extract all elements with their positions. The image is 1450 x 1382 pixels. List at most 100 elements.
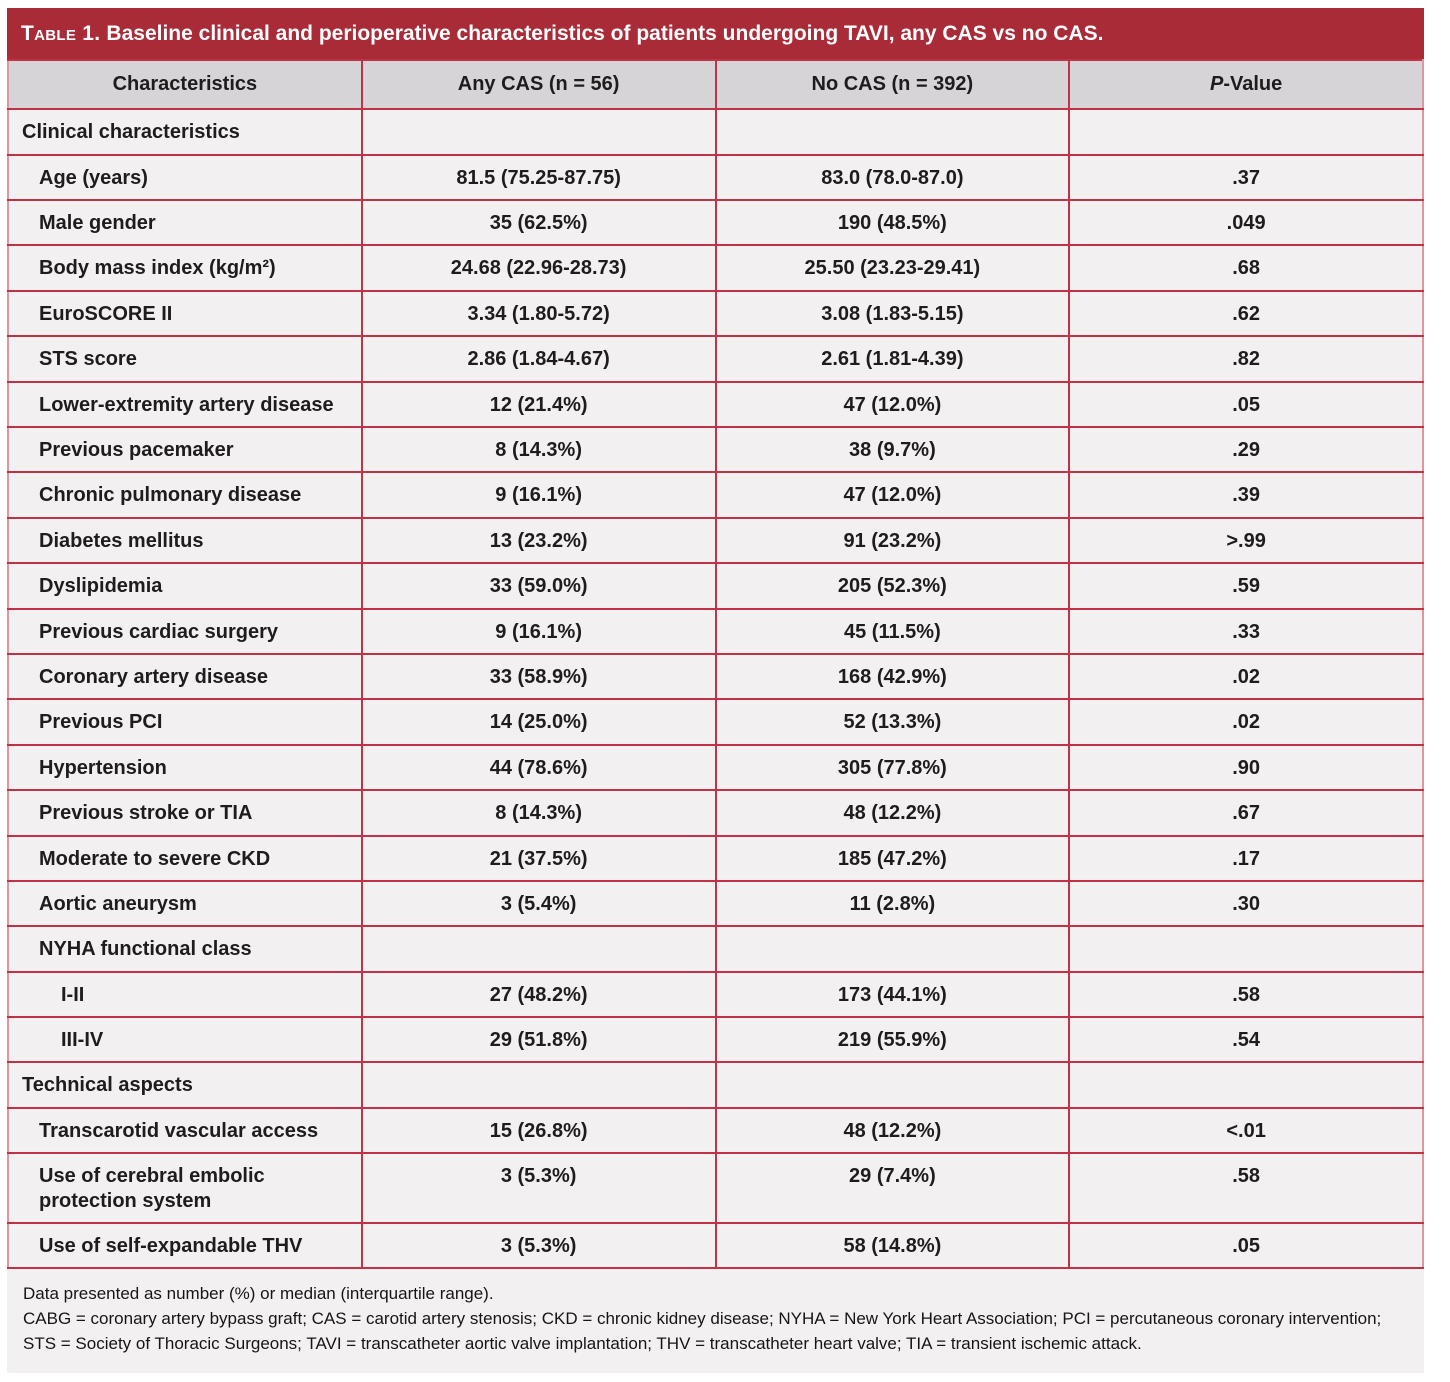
table-row: Body mass index (kg/m²) 24.68 (22.96-28.… [7,244,1424,292]
table-row: III-IV 29 (51.8%) 219 (55.9%) .54 [7,1016,1424,1064]
any-cas-value: 3 (5.4%) [360,879,717,928]
p-value: .02 [1068,698,1424,746]
row-label: Chronic pulmonary disease [7,471,363,519]
table-title-text: Baseline clinical and perioperative char… [106,22,1104,45]
table-row: Use of cerebral embolic protection syste… [7,1152,1424,1225]
no-cas-value: 185 (47.2%) [714,834,1071,882]
table-title-bar: Table 1. Baseline clinical and perioperat… [7,8,1424,60]
no-cas-value: 173 (44.1%) [714,970,1071,1019]
table-row: Lower-extremity artery disease 12 (21.4%… [7,380,1424,428]
no-cas-value: 305 (77.8%) [714,743,1071,792]
table-header: Characteristics Any CAS (n = 56) No CAS … [7,59,1424,111]
any-cas-value [360,1061,717,1109]
no-cas-value: 52 (13.3%) [714,698,1071,746]
p-value: .37 [1068,153,1424,202]
row-label: STS score [7,335,363,383]
row-label: Transcarotid vascular access [7,1106,363,1155]
row-label: Body mass index (kg/m²) [7,244,363,292]
no-cas-value: 47 (12.0%) [714,380,1071,428]
no-cas-value [714,108,1071,156]
no-cas-value: 83.0 (78.0-87.0) [714,153,1071,202]
footnote-abbreviations: CABG = coronary artery bypass graft; CAS… [23,1309,1382,1354]
p-value: .02 [1068,652,1424,701]
table-row: Clinical characteristics [7,108,1424,156]
any-cas-value: 21 (37.5%) [360,834,717,882]
p-value: .17 [1068,834,1424,882]
any-cas-value: 12 (21.4%) [360,380,717,428]
no-cas-value: 205 (52.3%) [714,562,1071,610]
no-cas-value: 2.61 (1.81-4.39) [714,335,1071,383]
p-value: .05 [1068,380,1424,428]
characteristics-table: Characteristics Any CAS (n = 56) No CAS … [7,59,1424,1270]
no-cas-value: 25.50 (23.23-29.41) [714,244,1071,292]
no-cas-value: 190 (48.5%) [714,199,1071,247]
row-label: Hypertension [7,743,363,792]
no-cas-value: 3.08 (1.83-5.15) [714,289,1071,338]
no-cas-value: 29 (7.4%) [714,1152,1071,1225]
any-cas-value: 9 (16.1%) [360,607,717,655]
table-figure: Table 1. Baseline clinical and perioperat… [7,8,1424,1374]
no-cas-value [714,1061,1071,1109]
p-value: .29 [1068,425,1424,474]
no-cas-value: 58 (14.8%) [714,1222,1071,1270]
any-cas-value: 15 (26.8%) [360,1106,717,1155]
table-row: EuroSCORE II 3.34 (1.80-5.72) 3.08 (1.83… [7,289,1424,338]
table-row: Technical aspects [7,1061,1424,1109]
table-number-label: Table 1. [21,22,101,45]
table-row: Use of self-expandable THV 3 (5.3%) 58 (… [7,1222,1424,1270]
row-label: Previous cardiac surgery [7,607,363,655]
row-label: Clinical characteristics [7,108,363,156]
table-row: Transcarotid vascular access 15 (26.8%) … [7,1106,1424,1155]
p-value [1068,925,1424,973]
any-cas-value: 29 (51.8%) [360,1016,717,1064]
p-value: .62 [1068,289,1424,338]
p-value: <.01 [1068,1106,1424,1155]
p-value: .58 [1068,970,1424,1019]
no-cas-value: 48 (12.2%) [714,1106,1071,1155]
no-cas-value: 45 (11.5%) [714,607,1071,655]
table-row: I-II 27 (48.2%) 173 (44.1%) .58 [7,970,1424,1019]
any-cas-value [360,925,717,973]
p-value: >.99 [1068,516,1424,565]
row-label: Diabetes mellitus [7,516,363,565]
p-value: .33 [1068,607,1424,655]
column-header-characteristics: Characteristics [7,59,363,111]
p-value: .68 [1068,244,1424,292]
any-cas-value: 13 (23.2%) [360,516,717,565]
table-row: Previous cardiac surgery 9 (16.1%) 45 (1… [7,607,1424,655]
row-label: Male gender [7,199,363,247]
column-header-p-value: P-Value [1068,59,1424,111]
row-label: Lower-extremity artery disease [7,380,363,428]
row-label: Moderate to severe CKD [7,834,363,882]
row-label: NYHA functional class [7,925,363,973]
table-row: Dyslipidemia 33 (59.0%) 205 (52.3%) .59 [7,562,1424,610]
column-header-any-cas: Any CAS (n = 56) [360,59,717,111]
row-label: EuroSCORE II [7,289,363,338]
p-value: .54 [1068,1016,1424,1064]
row-label: Aortic aneurysm [7,879,363,928]
any-cas-value: 44 (78.6%) [360,743,717,792]
table-row: Male gender 35 (62.5%) 190 (48.5%) .049 [7,199,1424,247]
row-label: Previous PCI [7,698,363,746]
row-label: Age (years) [7,153,363,202]
any-cas-value: 3 (5.3%) [360,1222,717,1270]
p-value [1068,108,1424,156]
table-row: Coronary artery disease 33 (58.9%) 168 (… [7,652,1424,701]
no-cas-value: 168 (42.9%) [714,652,1071,701]
no-cas-value: 38 (9.7%) [714,425,1071,474]
row-label: Previous pacemaker [7,425,363,474]
no-cas-value: 48 (12.2%) [714,789,1071,837]
table-row: STS score 2.86 (1.84-4.67) 2.61 (1.81-4.… [7,335,1424,383]
any-cas-value [360,108,717,156]
row-label: Dyslipidemia [7,562,363,610]
no-cas-value: 11 (2.8%) [714,879,1071,928]
table-footnotes: Data presented as number (%) or median (… [7,1269,1424,1373]
any-cas-value: 8 (14.3%) [360,425,717,474]
any-cas-value: 33 (59.0%) [360,562,717,610]
any-cas-value: 3 (5.3%) [360,1152,717,1225]
row-label: III-IV [7,1016,363,1064]
header-row: Characteristics Any CAS (n = 56) No CAS … [7,59,1424,111]
p-value: .30 [1068,879,1424,928]
p-value [1068,1061,1424,1109]
row-label: Use of cerebral embolic protection syste… [7,1152,363,1225]
